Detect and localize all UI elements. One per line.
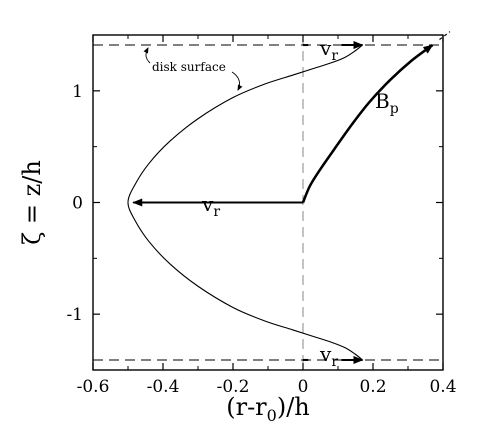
vr-top-symbol: v [319, 36, 332, 60]
disk-surface-label: disk surface [152, 60, 226, 74]
series-bp-upper [301, 44, 434, 203]
bp-extension-dash [439, 31, 451, 40]
bp-label: Bp [375, 89, 399, 117]
y-tick-label: -1 [66, 305, 83, 325]
x-axis-label-tail: )/h [277, 393, 310, 421]
tick-layer: -0.6 -0.4 -0.2 0 0.2 0.4 -1 0 1 [66, 35, 457, 397]
vr-main-symbol: v [201, 192, 214, 216]
bp-symbol: B [375, 89, 390, 113]
x-axis-label-main: (r-r [226, 393, 267, 421]
series-layer [127, 31, 451, 361]
x-tick-label: -0.6 [77, 377, 110, 397]
vr-bottom-symbol: v [319, 342, 332, 366]
vr-bottom-subscript: r [331, 354, 338, 370]
bp-subscript: p [390, 101, 399, 117]
x-axis-label: (r-r0)/h [226, 393, 310, 425]
disk-surface-pointer-right [231, 71, 243, 91]
y-tick-label: 1 [72, 82, 83, 102]
vr-top-subscript: r [331, 48, 338, 64]
series-vr-curve [127, 44, 363, 361]
annotation-layer [132, 41, 364, 364]
y-axis-label: ζ = z/h [18, 160, 46, 245]
disk-surface-pointer-left [143, 47, 151, 64]
x-axis-label-subscript: 0 [267, 406, 277, 425]
x-tick-label: 0.4 [429, 377, 456, 397]
vr-top-label: vr [319, 36, 338, 64]
vr-bottom-label: vr [319, 342, 338, 370]
x-tick-label: 0 [298, 377, 309, 397]
x-tick-label: 0.2 [359, 377, 386, 397]
vr-main-subscript: r [213, 204, 220, 220]
y-tick-label: 0 [72, 194, 83, 214]
series-bp-lower [301, 44, 434, 203]
x-tick-label: -0.4 [147, 377, 180, 397]
x-tick-label: -0.2 [217, 377, 250, 397]
vr-main-label: vr [201, 192, 220, 220]
